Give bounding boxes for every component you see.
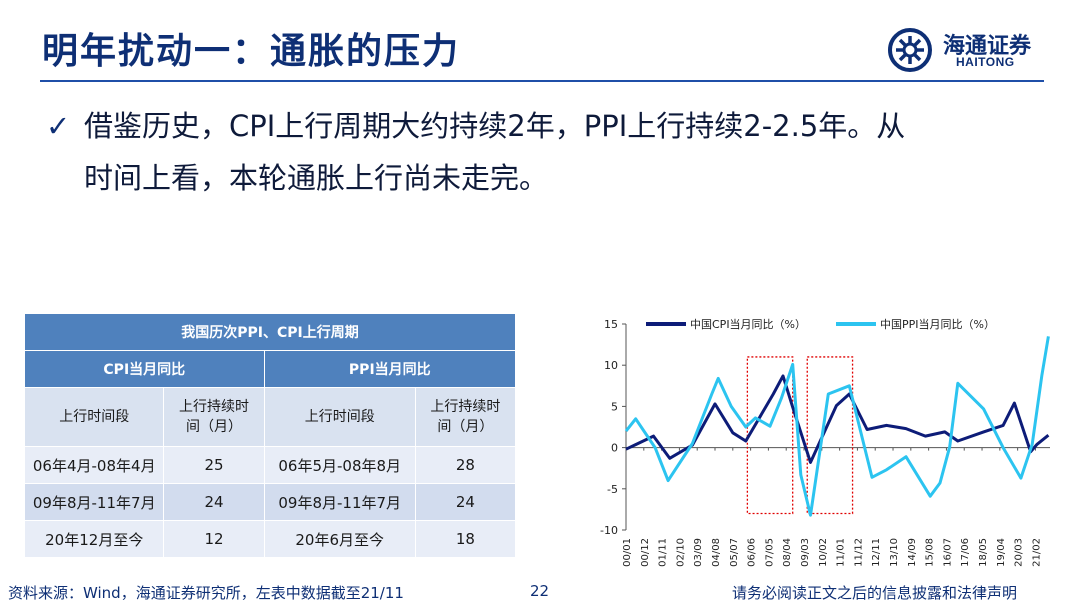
x-tick-label: 06/06 [747,538,758,567]
cpi-months-cell: 12 [163,520,265,558]
haitong-logo-icon [888,28,932,72]
group-header-ppi: PPI当月同比 [263,350,517,388]
col-header-ppi-duration-line1: 上行持续时 [430,399,501,415]
col-header-ppi-period: 上行时间段 [263,387,416,447]
col-header-ppi-duration: 上行持续时 间（月） [414,387,517,447]
x-tick-label: 05/07 [729,538,740,567]
page-number: 22 [530,582,550,600]
x-tick-label: 07/05 [764,538,775,567]
x-tick-label: 09/03 [800,538,811,567]
x-tick-label: 10/02 [818,538,829,567]
group-header-cpi: CPI当月同比 [24,350,265,388]
x-tick-label: 17/06 [960,538,971,567]
logo-english-name: HAITONG [956,55,1015,69]
ppi-period-cell: 09年8月-11年7月 [263,483,416,521]
cpi-months-cell: 24 [163,483,265,521]
x-tick-label: 03/09 [693,538,704,567]
x-tick-label: 21/02 [1031,538,1042,567]
x-tick-label: 11/12 [853,538,864,567]
ppi-months-cell: 24 [414,483,517,521]
x-tick-label: 13/10 [889,538,900,567]
ppi-series-line [624,336,1050,517]
x-tick-label: 18/05 [978,538,989,567]
col-header-cpi-period: 上行时间段 [23,387,165,447]
cycle-highlight-box [746,356,794,515]
x-tick-label: 08/04 [782,538,793,567]
col-header-cpi-duration-line1: 上行持续时 [179,399,250,415]
x-tick-label: 14/09 [907,538,918,567]
x-tick-label: 19/04 [996,538,1007,567]
table-row: 09年8月-11年7月 24 09年8月-11年7月 24 [23,483,517,521]
cycle-table: 我国历次PPI、CPI上行周期 CPI当月同比 PPI当月同比 上行时间段 上行… [23,313,517,558]
y-tick-label: 0 [611,442,618,455]
ppi-period-cell: 06年5月-08年8月 [263,446,416,484]
source-note: 资料来源：Wind，海通证券研究所，左表中数据截至21/11 [8,584,404,602]
x-tick-label: 20/03 [1014,538,1025,567]
ppi-period-cell: 20年6月至今 [263,520,416,558]
y-tick-label: 5 [611,400,618,413]
table-row: 06年4月-08年4月 25 06年5月-08年8月 28 [23,446,517,484]
col-header-cpi-duration-line2: 间（月） [186,419,243,435]
x-tick-label: 02/10 [675,538,686,567]
company-logo: 海通证券 HAITONG [886,26,1046,74]
disclaimer-note: 请务必阅读正文之后的信息披露和法律声明 [732,584,1018,602]
key-point-line-2: 时间上看，本轮通胀上行尚未走完。 [84,161,549,195]
x-tick-label: 01/11 [658,538,669,567]
page-title: 明年扰动一：通胀的压力 [42,30,461,72]
col-header-ppi-duration-line2: 间（月） [437,419,494,435]
x-tick-label: 04/08 [711,538,722,567]
cpi-period-cell: 06年4月-08年4月 [23,446,165,484]
cpi-months-cell: 25 [163,446,265,484]
y-tick-label: 10 [604,359,618,372]
col-header-cpi-duration: 上行持续时 间（月） [163,387,265,447]
ppi-months-cell: 18 [414,520,517,558]
x-tick-label: 00/01 [622,538,633,567]
key-point: ✓ 借鉴历史，CPI上行周期大约持续2年，PPI上行持续2-2.5年。从 时间上… [46,100,1036,204]
legend-label: 中国CPI当月同比（%） [690,317,806,331]
x-tick-label: 16/07 [942,538,953,567]
cpi-series-line [625,374,1050,464]
cpi-period-cell: 20年12月至今 [23,520,165,558]
cycle-highlight-box [806,356,854,515]
x-tick-label: 12/11 [871,538,882,567]
table-title: 我国历次PPI、CPI上行周期 [24,313,516,351]
cpi-ppi-line-chart: 15 10 5 0 -5 -10 00/01 00/12 01/11 02/10 03/09 04/0… [600,317,1050,567]
logo-chinese-name: 海通证券 [943,33,1032,59]
check-icon: ✓ [46,109,71,143]
y-tick-label: -10 [600,524,618,537]
x-tick-label: 00/12 [640,538,651,567]
ppi-months-cell: 28 [414,446,517,484]
y-tick-label: -5 [607,483,618,496]
cpi-period-cell: 09年8月-11年7月 [23,483,165,521]
x-tick-label: 11/01 [836,538,847,567]
title-divider [40,80,1044,82]
y-tick-label: 15 [604,318,618,331]
key-point-line-1: 借鉴历史，CPI上行周期大约持续2年，PPI上行持续2-2.5年。从 [84,109,906,143]
x-tick-label: 15/08 [925,538,936,567]
table-row: 20年12月至今 12 20年6月至今 18 [23,520,517,558]
legend-label: 中国PPI当月同比（%） [880,317,995,331]
